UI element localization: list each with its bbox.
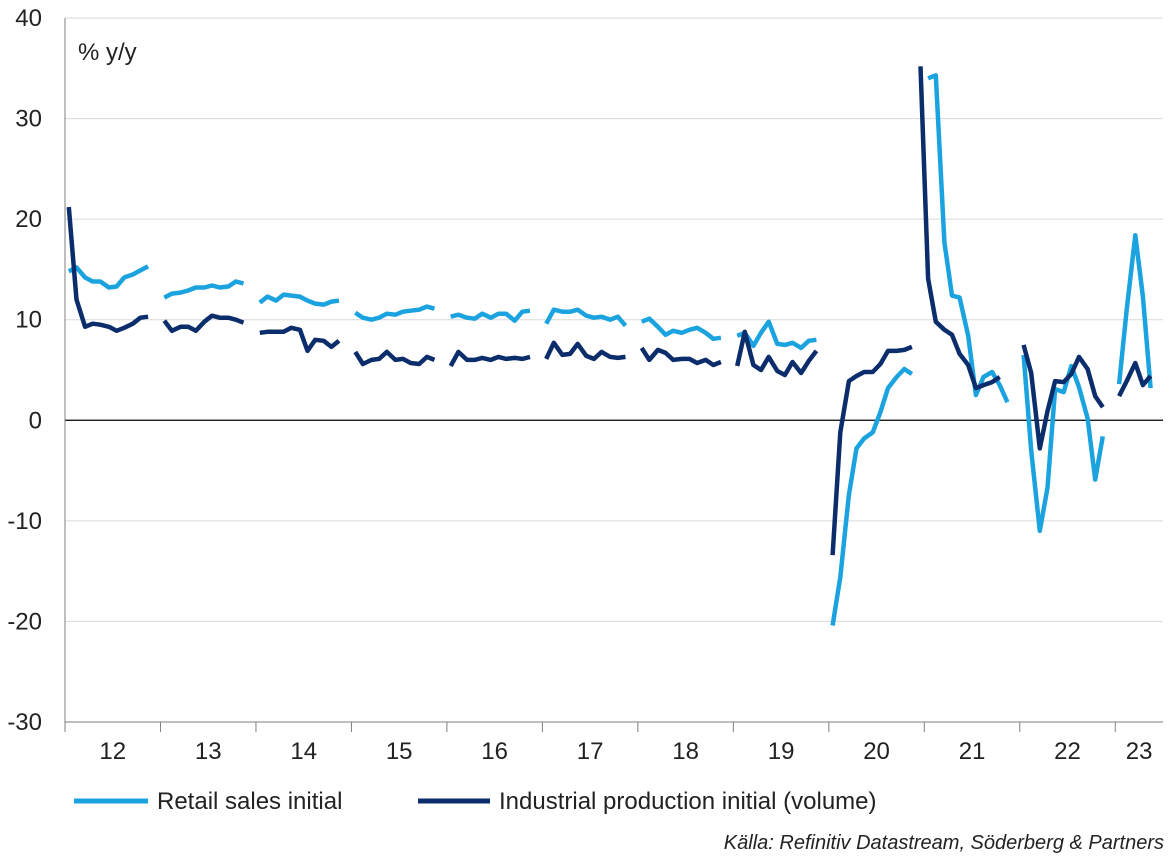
y-tick-label: 20 bbox=[15, 206, 42, 233]
y-tick-label: 0 bbox=[29, 407, 42, 434]
series-line-segment bbox=[162, 313, 245, 334]
series-line-segment bbox=[639, 346, 722, 368]
series-line-segment bbox=[918, 66, 1001, 391]
x-tick-label: 17 bbox=[577, 738, 604, 765]
x-tick-label: 21 bbox=[959, 738, 986, 765]
x-tick-label: 18 bbox=[672, 738, 699, 765]
series-line-segment bbox=[1116, 232, 1153, 389]
x-tick-label: 12 bbox=[99, 738, 126, 765]
x-tick-label: 22 bbox=[1054, 738, 1081, 765]
y-tick-label: 10 bbox=[15, 307, 42, 334]
series-line-segment bbox=[1021, 344, 1105, 451]
series-lines bbox=[66, 66, 1153, 626]
x-tick-label: 19 bbox=[768, 738, 795, 765]
unit-label: % y/y bbox=[78, 39, 137, 66]
series-line-segment bbox=[927, 73, 1010, 404]
y-tick-label: 40 bbox=[15, 5, 42, 32]
y-axis: 40 30 20 10 0 -10 -20 -30 bbox=[7, 5, 66, 736]
x-tick-label: 16 bbox=[481, 738, 508, 765]
y-tick-label: 30 bbox=[15, 106, 42, 133]
series-line-segment bbox=[258, 292, 340, 307]
y-tick-label: -10 bbox=[7, 508, 42, 535]
x-axis: 12 13 14 15 16 17 18 19 20 21 22 23 bbox=[64, 721, 1163, 765]
series-line-segment bbox=[736, 319, 817, 351]
series-line-segment bbox=[259, 325, 341, 354]
series-line-segment bbox=[544, 307, 628, 328]
series-line-segment bbox=[354, 304, 436, 322]
series-line-segment bbox=[450, 308, 531, 323]
legend-label-retail-sales: Retail sales initial bbox=[157, 788, 342, 815]
gridlines bbox=[65, 17, 1163, 723]
legend-label-industrial-production: Industrial production initial (volume) bbox=[499, 788, 877, 815]
y-tick-label: -20 bbox=[7, 608, 42, 635]
series-line-segment bbox=[163, 279, 245, 300]
series-line-segment bbox=[544, 340, 626, 362]
series-line-segment bbox=[640, 316, 722, 342]
series-line-segment bbox=[830, 344, 913, 556]
legend: Retail sales initial Industrial producti… bbox=[74, 788, 877, 815]
source-note: Källa: Refinitiv Datastream, Söderberg &… bbox=[724, 832, 1164, 854]
series-line-segment bbox=[353, 349, 436, 367]
series-line-segment bbox=[66, 206, 149, 334]
x-tick-label: 13 bbox=[195, 738, 222, 765]
x-tick-label: 14 bbox=[290, 738, 317, 765]
series-line-segment bbox=[735, 329, 819, 378]
series-line-segment bbox=[448, 349, 531, 368]
series-line-segment bbox=[830, 366, 914, 626]
series-industrial-production bbox=[66, 66, 1153, 556]
series-line-segment bbox=[1117, 360, 1153, 398]
x-tick-label: 15 bbox=[386, 738, 413, 765]
y-tick-label: -30 bbox=[7, 709, 42, 736]
series-line-segment bbox=[1021, 354, 1106, 534]
x-tick-label: 20 bbox=[863, 738, 890, 765]
series-line-segment bbox=[67, 264, 150, 290]
series-retail-sales bbox=[67, 73, 1153, 626]
x-tick-label: 23 bbox=[1126, 738, 1153, 765]
